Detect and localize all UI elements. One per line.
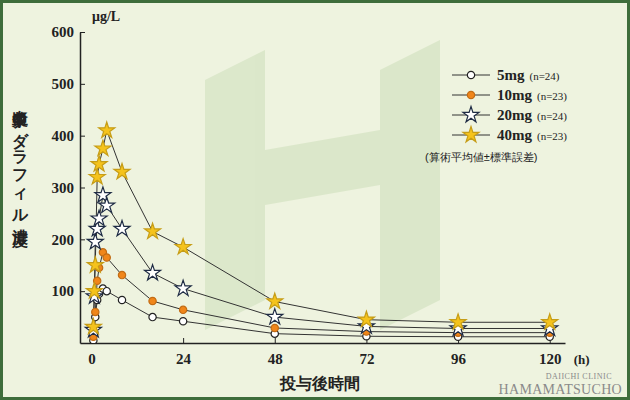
legend-label: 40mg(n=23) <box>497 127 567 143</box>
x-axis: 0 24 48 72 96 120 <box>81 338 566 367</box>
plot-area <box>85 122 557 343</box>
series-line <box>93 130 549 326</box>
data-point <box>92 308 99 315</box>
data-point <box>118 296 125 303</box>
legend-marker <box>467 91 474 98</box>
y-tick: 300 <box>52 180 86 196</box>
y-tick: 100 <box>52 283 86 299</box>
data-point <box>99 197 115 212</box>
y-tick-mark <box>80 32 85 33</box>
legend-label: 5mg(n=24) <box>497 67 560 83</box>
watermark-shape <box>265 130 380 205</box>
watermark-shape <box>380 40 440 330</box>
data-point <box>103 254 110 261</box>
series-line <box>93 252 549 336</box>
data-point <box>450 314 466 329</box>
x-axis-line <box>81 343 566 345</box>
x-tick: 24 <box>176 338 192 367</box>
watermark <box>205 40 440 330</box>
chart-svg: 0 24 48 72 96 120 100 200 300 400 500 600 5mg(n=24) 1… <box>0 0 630 400</box>
x-tick-label: 48 <box>268 351 283 367</box>
data-point <box>145 265 161 280</box>
y-tick-mark <box>80 136 85 137</box>
data-point <box>118 271 125 278</box>
x-tick-mark <box>183 338 184 343</box>
y-tick: 200 <box>52 232 86 248</box>
x-tick: 96 <box>451 338 467 367</box>
y-tick: 400 <box>52 128 86 144</box>
x-tick-mark <box>275 338 276 343</box>
x-tick-label: 24 <box>176 351 192 367</box>
credit: HAMAMATSUCHO <box>499 382 622 397</box>
data-point <box>358 311 374 326</box>
data-point <box>87 257 103 272</box>
x-tick: 120 <box>539 338 562 367</box>
y-axis-unit: μg/L <box>92 9 120 24</box>
data-point <box>175 239 191 254</box>
credit: DAIICHI CLINIC <box>546 372 612 381</box>
data-point <box>145 223 161 238</box>
x-tick-label: 96 <box>451 351 467 367</box>
x-axis-title: 投与後時間 <box>279 375 360 392</box>
legend-marker <box>467 71 474 78</box>
data-point <box>175 280 191 295</box>
data-point <box>95 140 111 155</box>
y-tick-mark <box>80 84 85 85</box>
legend-label: 20mg(n=24) <box>497 107 567 123</box>
y-tick-mark <box>80 291 85 292</box>
x-tick-label: 72 <box>359 351 374 367</box>
data-point <box>149 297 156 304</box>
data-point <box>271 324 278 331</box>
y-tick-label: 100 <box>52 283 75 299</box>
legend-marker <box>463 127 479 142</box>
data-point <box>267 309 283 324</box>
watermark-shape <box>205 50 265 330</box>
y-tick-label: 600 <box>52 24 75 40</box>
data-point <box>95 187 111 202</box>
background <box>2 2 629 399</box>
data-point <box>103 288 110 295</box>
data-point <box>179 318 186 325</box>
x-tick-label: 0 <box>88 351 96 367</box>
data-point <box>149 313 156 320</box>
x-axis-unit: (h) <box>574 352 590 367</box>
x-tick-label: 120 <box>539 351 562 367</box>
data-point <box>85 318 101 333</box>
data-point <box>99 122 115 137</box>
annotation: (算術平均値±標準誤差) <box>425 151 537 163</box>
x-tick: 72 <box>359 338 374 367</box>
data-point <box>114 221 130 236</box>
data-point <box>542 314 558 329</box>
data-point <box>86 283 102 298</box>
chart: 0 24 48 72 96 120 100 200 300 400 500 600 5mg(n=24) 1… <box>0 0 630 400</box>
data-point <box>114 164 130 179</box>
x-tick: 48 <box>268 338 283 367</box>
y-tick-label: 500 <box>52 76 75 92</box>
data-point <box>89 169 105 184</box>
y-tick-label: 400 <box>52 128 75 144</box>
legend-label: 10mg(n=23) <box>497 87 567 103</box>
y-tick-label: 200 <box>52 232 75 248</box>
y-tick: 600 <box>52 24 86 40</box>
legend-marker <box>463 107 479 122</box>
y-tick-mark <box>80 188 85 189</box>
data-point <box>91 210 107 225</box>
y-axis: 100 200 300 400 500 600 <box>52 24 86 343</box>
data-point <box>91 156 107 171</box>
y-axis-title: 血漿中タダラフィル濃度 <box>11 97 29 249</box>
y-tick: 500 <box>52 76 86 92</box>
data-point <box>87 233 103 248</box>
legend: 5mg(n=24) 10mg(n=23) 20mg(n=24) 40mg(n=23) <box>452 67 567 143</box>
y-tick-mark <box>80 239 85 240</box>
data-point <box>179 306 186 313</box>
series-line <box>93 195 549 330</box>
data-point <box>267 293 283 308</box>
y-tick-label: 300 <box>52 180 75 196</box>
